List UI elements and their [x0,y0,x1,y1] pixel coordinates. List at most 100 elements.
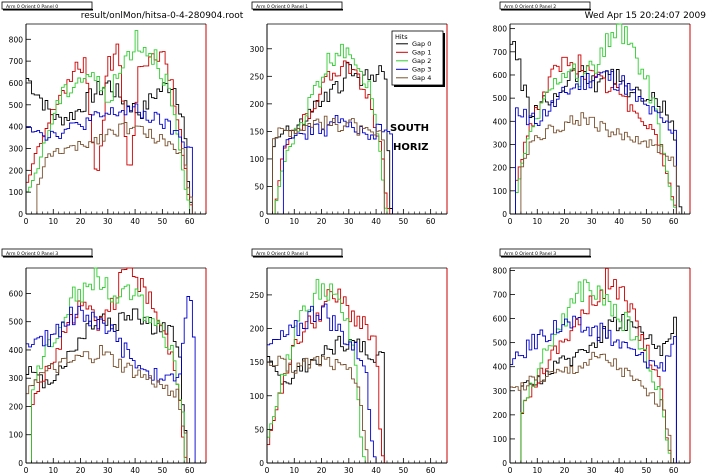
pad-title-text: Arm 0 Orient 0 Panel 4 [256,251,308,257]
x-tick-label: 20 [560,466,570,474]
histogram-pad: Arm 0 Orient 0 Panel 4 0 10 20 30 40 50 60 0 50 10… [250,248,448,474]
x-tick-label: 0 [508,466,513,474]
y-tick-label: 250 [250,72,265,81]
y-tick-label: 200 [9,166,24,175]
y-tick-label: 700 [493,48,508,57]
legend-frame [391,30,444,86]
pad-title-shadow [3,9,93,11]
y-tick-label: 300 [250,45,265,54]
series-line [25,103,198,215]
y-tick-label: 300 [9,144,24,153]
y-tick-label: 500 [493,339,508,348]
x-tick-label: 30 [587,217,597,226]
x-tick-label: 0 [265,217,270,226]
y-tick-label: 700 [493,290,508,299]
x-tick-label: 60 [426,466,436,474]
legend-title: Hits [395,33,408,41]
series-line [267,114,439,215]
y-tick-label: 50 [254,425,264,434]
histogram-pad: Arm 0 Orient 0 Panel 20 10 20 30 40 50 6001002… [493,1,691,226]
y-tick-label: 200 [9,402,24,411]
series-line [26,267,198,464]
legend-entry: Gap 3 [412,66,431,74]
x-tick-label: 50 [158,466,168,474]
x-tick-label: 10 [289,466,299,474]
series-line [510,112,682,215]
series-line [509,315,682,464]
x-tick-label: 60 [185,466,195,474]
legend-entry: Gap 4 [412,74,431,82]
y-tick-label: 50 [254,182,264,191]
series-line [509,351,682,464]
y-tick-label: 300 [493,387,508,396]
series-line [510,279,682,464]
pad-title-shadow [253,256,343,258]
pad-title-text: Arm 0 Orient 0 Panel 2 [504,4,556,10]
histogram-pad: Arm 0 Orient 0 Panel 1 0 10 20 30 40 50 60 0 50 10… [250,1,448,226]
y-tick-label: 150 [250,358,265,367]
series-line [510,314,682,464]
histogram-pad: Arm 0 Orient 0 Panel 30 10 20 30 40 50 6001002… [493,248,691,474]
y-tick-label: 800 [9,35,24,44]
legend-entry: Gap 2 [412,57,431,65]
y-tick-label: 100 [493,187,508,196]
y-tick-label: 100 [9,188,24,197]
x-tick-label: 60 [669,466,679,474]
y-tick-label: 400 [493,363,508,372]
pad-title-text: Arm 0 Orient 0 Panel 0 [6,4,58,10]
x-tick-label: 20 [317,217,327,226]
series-line [510,70,682,215]
y-tick-label: 100 [250,155,265,164]
x-tick-label: 20 [317,466,327,474]
x-tick-label: 60 [669,217,679,226]
x-tick-label: 60 [426,217,436,226]
x-tick-label: 0 [265,466,270,474]
y-tick-label: 600 [493,71,508,80]
pad-title: Arm 0 Orient 0 Panel 4 [251,248,343,258]
x-tick-label: 50 [642,217,652,226]
y-tick-label: 0 [18,459,23,468]
y-tick-label: 100 [9,431,24,440]
x-tick-label: 30 [587,466,597,474]
y-tick-label: 200 [250,325,265,334]
y-tick-label: 150 [250,127,265,136]
x-tick-label: 30 [103,466,113,474]
x-tick-label: 10 [48,466,58,474]
x-tick-label: 20 [76,217,86,226]
x-tick-label: 40 [614,217,624,226]
pad-title: Arm 0 Orient 0 Panel 3 [499,248,591,258]
y-tick-label: 0 [18,210,23,219]
y-tick-label: 300 [9,374,24,383]
x-tick-label: 60 [185,217,195,226]
series-line [25,30,198,215]
x-tick-label: 0 [24,466,29,474]
histogram-pads: Arm 0 Orient 0 Panel 00 10 20 30 40 50 6001002… [1,1,691,474]
y-tick-label: 0 [259,210,264,219]
x-tick-label: 50 [642,466,652,474]
x-tick-label: 40 [614,466,624,474]
x-tick-label: 10 [48,217,58,226]
x-tick-label: 20 [560,217,570,226]
y-tick-label: 300 [493,140,508,149]
x-tick-label: 30 [103,217,113,226]
y-tick-label: 0 [259,459,264,468]
y-tick-label: 600 [9,289,24,298]
pad-title-shadow [253,9,343,11]
y-tick-label: 400 [9,123,24,132]
pad-title-text: Arm 0 Orient 0 Panel 1 [256,4,308,10]
histogram-pad: Arm 0 Orient 0 Panel 30 10 20 30 40 50 6001002… [1,248,207,474]
y-tick-label: 100 [493,435,508,444]
x-tick-label: 40 [130,466,140,474]
pad-title-text: Arm 0 Orient 0 Panel 3 [504,251,556,257]
pad-title-shadow [501,9,591,11]
x-tick-label: 40 [130,217,140,226]
y-tick-label: 500 [493,94,508,103]
x-tick-label: 20 [76,466,86,474]
series-line [25,345,198,464]
x-tick-label: 40 [371,217,381,226]
y-tick-label: 0 [502,459,507,468]
y-tick-label: 800 [493,25,508,34]
y-tick-label: 700 [9,57,24,66]
